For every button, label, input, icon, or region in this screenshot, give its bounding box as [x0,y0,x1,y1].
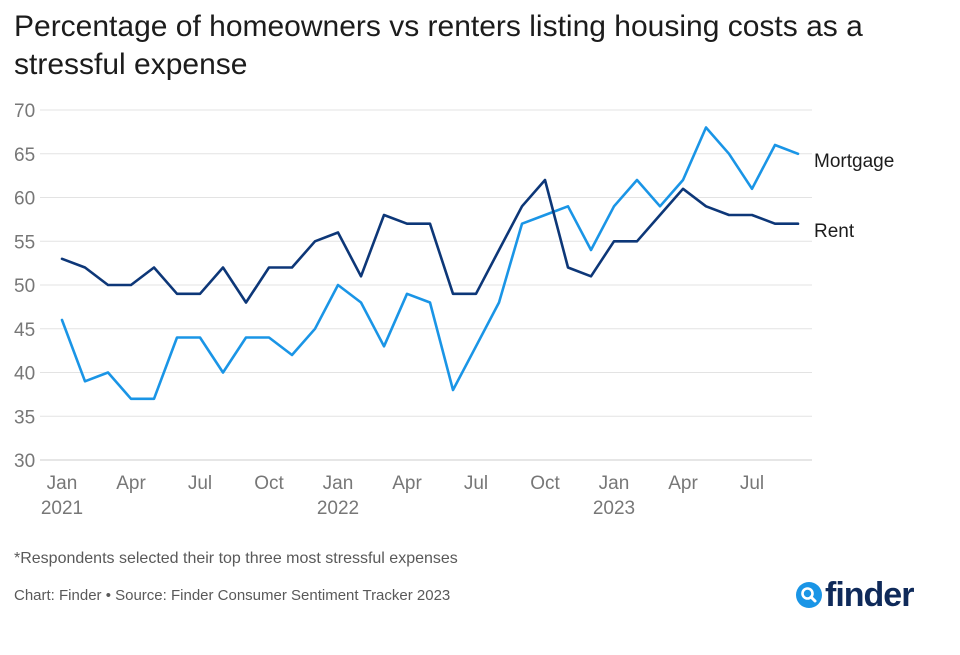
gridlines [40,109,812,461]
series-line-rent [60,178,800,304]
magnifier-icon [796,582,822,608]
x-tick-label: Jul [188,473,212,494]
footnote: *Respondents selected their top three mo… [14,550,458,567]
x-tick-year-label: 2023 [593,498,635,519]
y-tick-label: 70 [14,101,35,122]
x-axis-ticks: Jan 2021 Apr Jul Oct Jan 2022 Apr Jul Oct Jan 2023 A… [41,473,764,519]
y-tick-label: 65 [14,145,35,166]
chart-title: Percentage of homeowners vs renters list… [14,10,863,81]
x-tick-label: Apr [668,473,698,494]
x-tick-label: Oct [530,473,560,494]
series-label-rent: Rent [814,221,855,242]
y-tick-label: 45 [14,320,35,341]
line-chart: 30 35 40 45 50 55 60 65 70 Jan 2021 Apr Jul Oct Jan 20… [14,101,894,519]
y-axis-ticks: 30 35 40 45 50 55 60 65 70 [14,101,35,472]
source-credit: Chart: Finder • Source: Finder Consumer … [14,587,451,604]
x-tick-label: Jan [323,473,354,494]
series-line-mortgage [60,126,800,401]
series-labels: Mortgage Rent [814,151,894,242]
y-tick-label: 50 [14,276,35,297]
y-tick-label: 55 [14,232,35,253]
x-tick-label: Jan [47,473,78,494]
x-tick-label: Apr [392,473,422,494]
x-tick-label: Apr [116,473,146,494]
x-tick-label: Jul [464,473,488,494]
x-tick-year-label: 2021 [41,498,83,519]
y-tick-label: 35 [14,407,35,428]
finder-logo: finder [796,575,914,615]
series-label-mortgage: Mortgage [814,151,894,172]
y-tick-label: 40 [14,364,35,385]
y-tick-label: 60 [14,189,35,210]
x-tick-year-label: 2022 [317,498,359,519]
series-lines [60,126,800,401]
x-tick-label: Oct [254,473,284,494]
x-tick-label: Jan [599,473,630,494]
x-tick-label: Jul [740,473,764,494]
y-tick-label: 30 [14,451,35,472]
logo-wordmark: finder [825,576,914,614]
